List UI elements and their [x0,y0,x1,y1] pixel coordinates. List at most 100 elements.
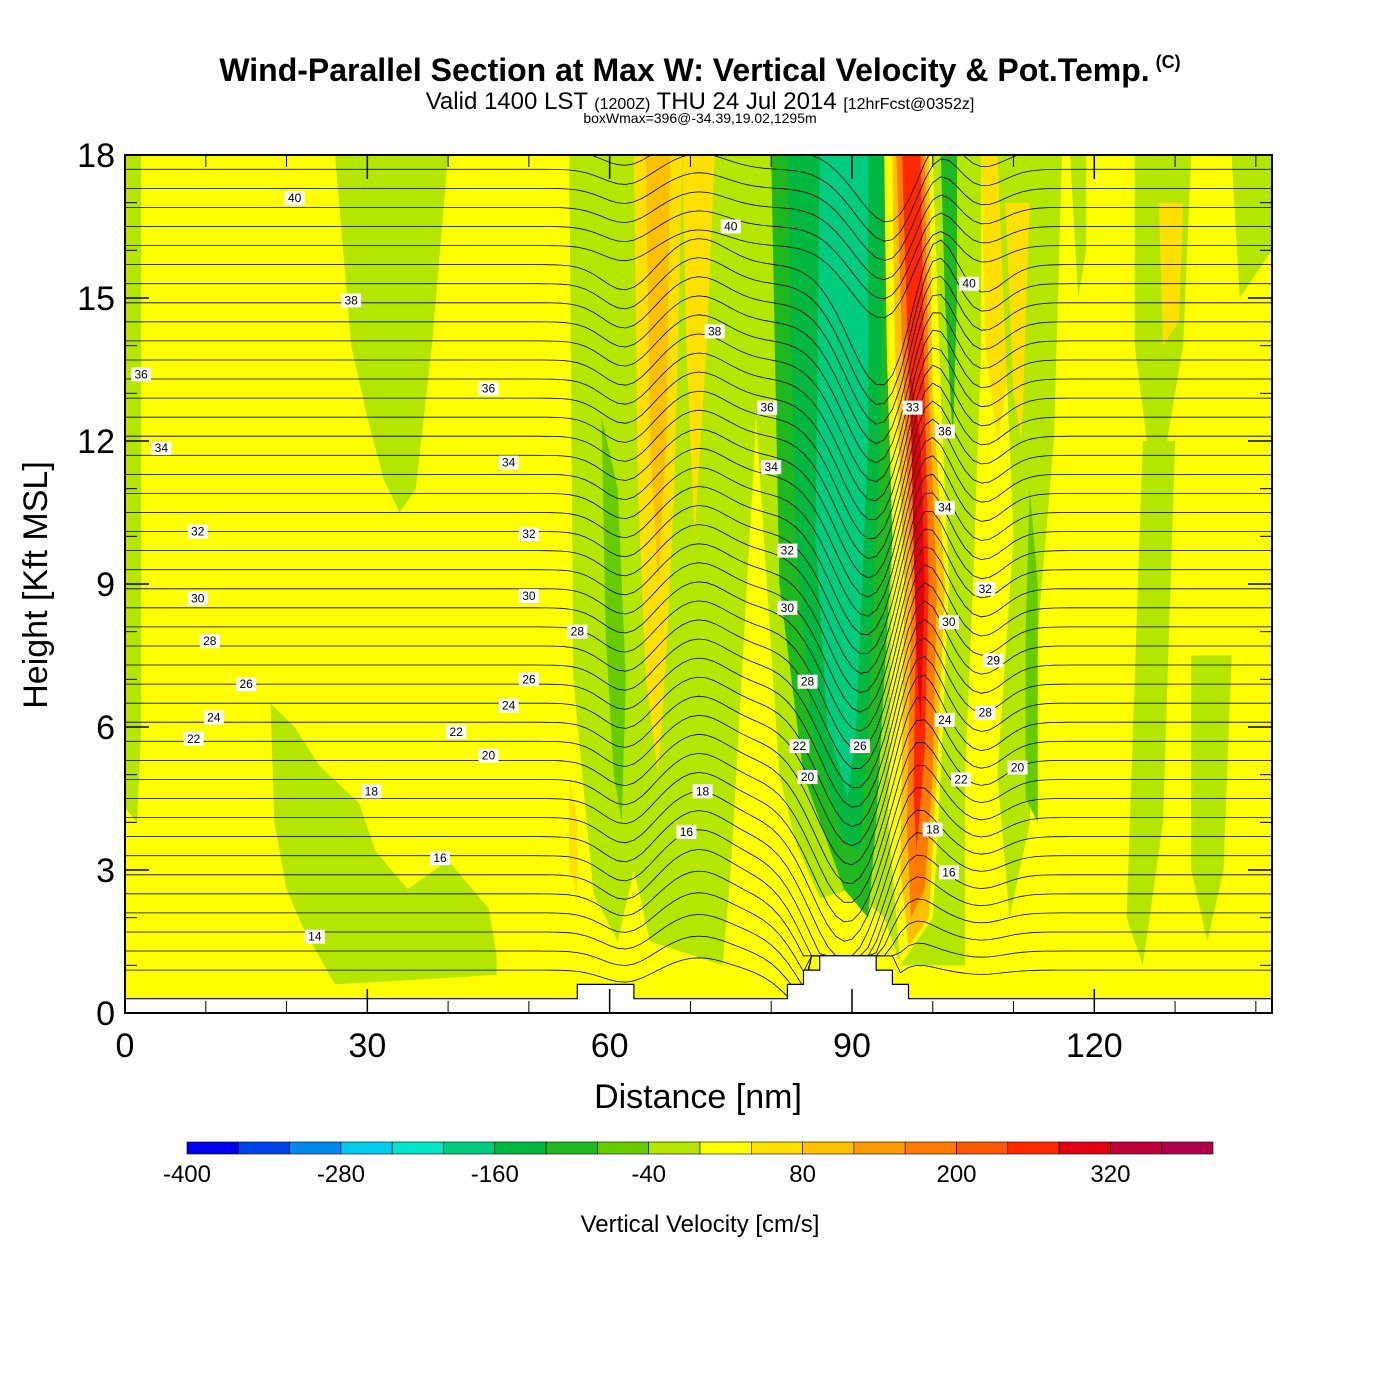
contour-label-text: 28 [571,625,585,639]
theta-line [125,809,1272,957]
contour-label: 36 [934,424,955,439]
theta-line [125,870,1272,957]
contour-label: 30 [777,600,798,615]
updraft-far-right [1158,202,1184,346]
y-tick-label: 6 [96,709,115,747]
contour-label: 34 [498,455,519,470]
contour-label-box [478,381,499,396]
contour-label-text: 30 [942,615,956,629]
contour-label-box [959,276,980,291]
contour-label-box [518,526,539,541]
theta-line [125,492,1272,654]
theta-contours [125,155,1272,997]
band-lower-left [270,703,497,985]
contour-label: 36 [757,400,778,415]
colorbar-tick-label: -400 [163,1161,211,1188]
contour-label-text: 36 [938,424,952,438]
theta-line [125,172,1272,261]
theta-line [125,418,1272,579]
contour-label-box [676,824,697,839]
theta-line [125,400,1272,560]
contour-label-box [284,190,305,205]
contour-label-box [518,588,539,603]
contour-label-box [938,865,959,880]
contour-label: 28 [797,674,818,689]
theta-line [125,257,1272,405]
contour-label-box [236,677,257,692]
contour-label: 36 [131,367,152,382]
theta-line [125,892,1272,973]
x-tick-label: 90 [833,1027,871,1065]
theta-line [125,510,1272,674]
y-tick-label: 3 [96,852,115,890]
colorbar-swatch [904,1141,957,1155]
theta-line [125,455,1272,617]
theta-line [125,229,1272,319]
contour-label-text: 36 [134,367,148,381]
contour-label-text: 24 [207,710,221,724]
contour-label-box [938,615,959,630]
y-tick-label: 15 [77,280,115,318]
contour-label: 24 [203,710,224,725]
theta-line [125,191,1272,281]
colorbar-swatch [186,1141,239,1155]
contour-label-box [934,712,955,727]
theta-line [125,955,1272,997]
contour-label-box [1007,760,1028,775]
contour-label-text: 32 [191,525,205,539]
theta-line [125,582,1272,751]
theta-line [125,829,1272,957]
contour-label: 38 [704,324,725,339]
colorbar-tick-label: -160 [471,1161,519,1188]
colorbar-tick-label: -280 [317,1161,365,1188]
theta-line [125,600,1272,770]
contour-label: 32 [777,543,798,558]
chart-subtitle: Valid 1400 LST (1200Z) THU 24 Jul 2014 [… [0,88,1400,116]
contour-label-text: 22 [954,772,968,786]
colorbar-swatch [1058,1141,1111,1155]
contour-label-box [777,600,798,615]
valid-date: THU 24 Jul 2014 [656,88,837,115]
colorbar-swatch [391,1141,444,1155]
contour-label-box [567,624,588,639]
contour-label-text: 36 [760,401,774,415]
contour-label-box [498,698,519,713]
contour-label-text: 34 [938,501,952,515]
contour-label-box [975,581,996,596]
theta-line [125,210,1272,300]
contour-label-text: 14 [308,930,322,944]
contour-label: 16 [938,865,959,880]
contour-label-text: 26 [853,739,867,753]
colorbar-swatch [443,1141,496,1155]
contour-label-box [797,674,818,689]
contour-label-text: 26 [522,672,536,686]
contour-label-text: 16 [433,851,447,865]
shear-band-a-core [940,155,957,441]
theta-line [125,935,1272,997]
contour-label: 28 [567,624,588,639]
contour-label: 16 [676,824,697,839]
theta-line [125,347,1272,502]
contour-label-box [797,770,818,785]
contour-label-box [304,929,325,944]
contour-label: 18 [361,784,382,799]
theta-line [125,155,1272,242]
contour-label: 18 [692,784,713,799]
colorbar-tick-label: -40 [631,1161,666,1188]
contour-label: 20 [478,748,499,763]
contour-label: 32 [975,581,996,596]
contour-label-text: 22 [449,725,463,739]
contour-label-box [975,705,996,720]
theta-line [125,364,1272,520]
contour-label: 40 [959,276,980,291]
title-main: Wind-Parallel Section at Max W: Vertical… [219,52,1150,88]
colorbar: -400 -280 -160 -40 80 200 320 [163,1141,1214,1188]
y-axis-title: Height [Kft MSL] [17,461,55,709]
colorbar-tick-label: 320 [1090,1161,1130,1188]
contour-label-text: 28 [203,634,217,648]
contour-label-box [183,731,204,746]
contour-label-text: 32 [522,527,536,541]
chart-title: Wind-Parallel Section at Max W: Vertical… [0,52,1400,89]
contour-label-box [850,739,871,754]
